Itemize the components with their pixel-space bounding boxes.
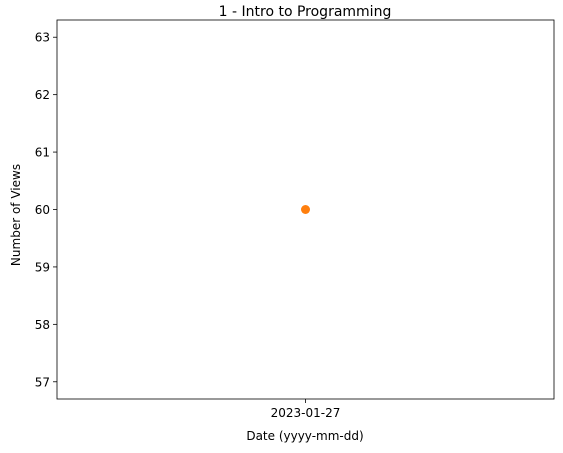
x-axis-label: Date (yyyy-mm-dd) (246, 429, 363, 443)
y-axis-label: Number of Views (9, 164, 23, 266)
y-tick-label: 63 (35, 31, 50, 45)
x-tick-label: 2023-01-27 (271, 406, 341, 420)
y-tick-label: 61 (35, 146, 50, 160)
y-axis-ticks: 57 58 59 60 61 62 63 (35, 31, 57, 389)
y-tick-label: 62 (35, 88, 50, 102)
y-tick-label: 57 (35, 375, 50, 389)
x-axis-ticks: 2023-01-27 (271, 399, 341, 420)
y-tick-label: 59 (35, 260, 50, 274)
data-point (301, 205, 310, 214)
data-points (301, 205, 310, 214)
chart-title: 1 - Intro to Programming (219, 4, 392, 20)
y-tick-label: 60 (35, 203, 50, 217)
y-tick-label: 58 (35, 318, 50, 332)
